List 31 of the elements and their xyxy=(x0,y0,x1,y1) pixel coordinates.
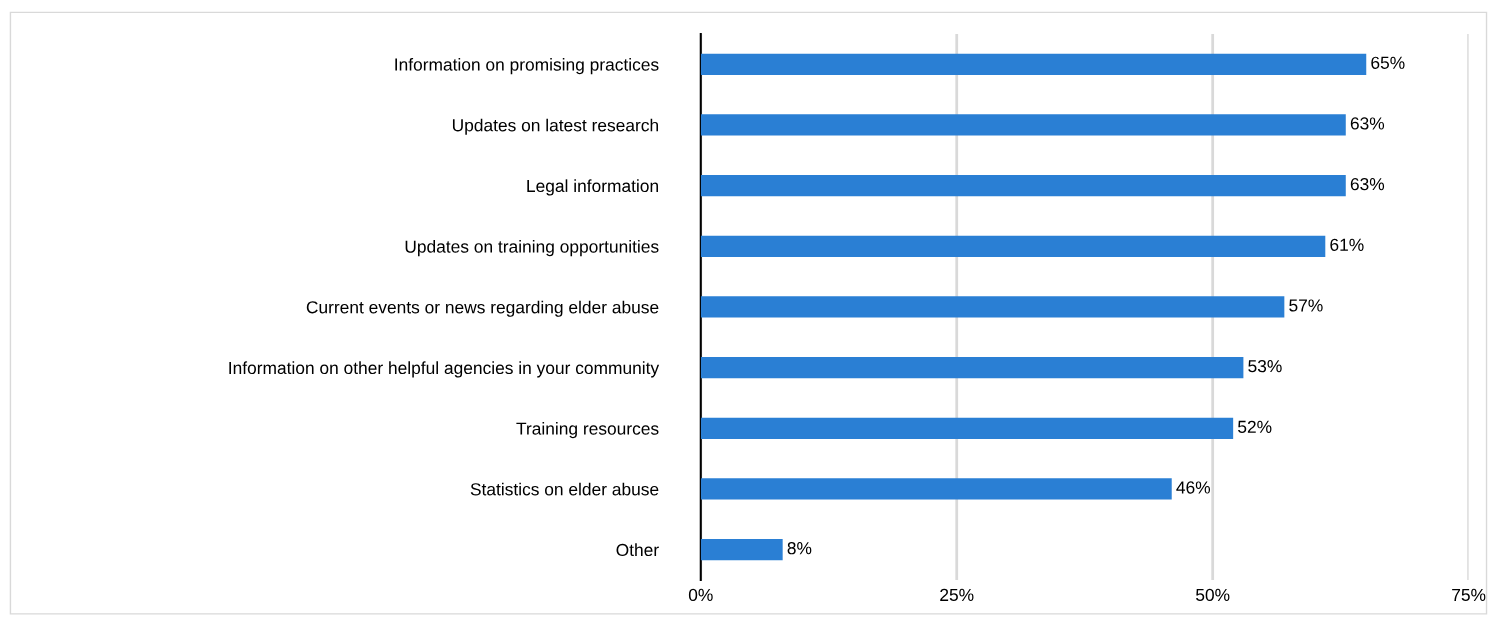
y-tick-label: Updates on training opportunities xyxy=(405,240,659,257)
bar xyxy=(700,357,1244,379)
bar xyxy=(700,175,1346,197)
data-label: 57% xyxy=(1289,299,1323,312)
data-label: 8% xyxy=(787,542,812,555)
y-tick-label: Updates on latest research xyxy=(452,118,658,135)
bar xyxy=(700,539,783,561)
data-label: 63% xyxy=(1350,117,1385,130)
data-label: 52% xyxy=(1238,420,1272,433)
y-tick-label: Legal information xyxy=(527,179,658,196)
data-label: 46% xyxy=(1176,481,1211,494)
bar xyxy=(700,114,1346,136)
y-tick-label: Current events or news regarding elder abuse xyxy=(306,300,659,317)
bar xyxy=(700,53,1367,75)
bar xyxy=(700,235,1326,257)
data-label: 53% xyxy=(1248,360,1282,373)
bar xyxy=(700,478,1172,500)
bar xyxy=(700,296,1285,318)
y-tick-label: Information on other helpful agencies in your community xyxy=(229,361,660,378)
data-label: 63% xyxy=(1350,177,1385,191)
x-tick-label: 50% xyxy=(1196,588,1230,602)
x-tick-label: 75% xyxy=(1452,588,1486,602)
x-tick-label: 25% xyxy=(940,588,974,602)
y-tick-label: Statistics on elder abuse xyxy=(470,482,659,496)
x-tick-label: 0% xyxy=(688,588,713,602)
y-tick-label: Other xyxy=(616,543,659,557)
data-label: 61% xyxy=(1330,238,1364,251)
y-tick-label: Information on promising practices xyxy=(395,57,659,75)
y-tick-label: Training resources xyxy=(516,422,659,439)
data-label: 65% xyxy=(1371,56,1405,69)
bar xyxy=(700,417,1234,439)
